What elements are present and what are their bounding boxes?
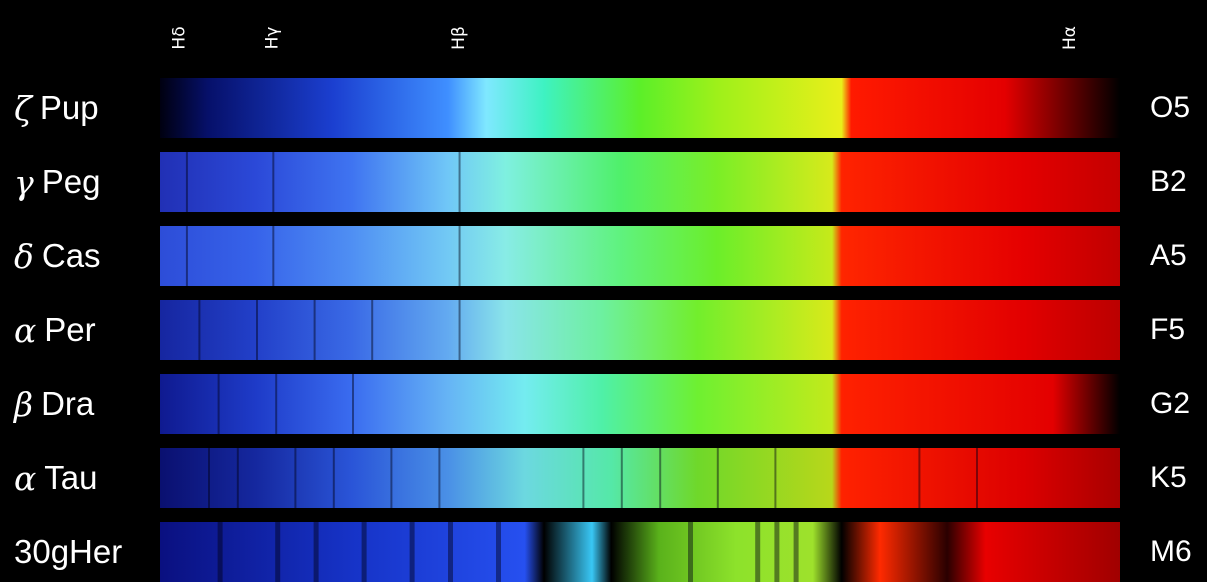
spectrum-strip (160, 300, 1120, 360)
spectral-class: K5 (1150, 461, 1187, 494)
spectrum-band (160, 152, 1120, 212)
absorption-line (448, 522, 453, 582)
absorption-line (620, 448, 623, 508)
spectrum-band (160, 78, 1120, 138)
star-constellation: Peg (41, 163, 101, 200)
absorption-line (458, 300, 461, 360)
absorption-line (217, 374, 220, 434)
absorption-line (256, 300, 258, 360)
spectrum-strip (160, 226, 1120, 286)
spectral-class: O5 (1150, 91, 1191, 124)
star-name: α Per (14, 300, 164, 360)
absorption-line (313, 522, 319, 582)
spectral-class: B2 (1150, 165, 1187, 198)
absorption-line (272, 226, 275, 286)
star-name: 30gHer (14, 522, 164, 582)
spectral-class: G2 (1150, 387, 1191, 420)
line-label-hgamma: Hγ (262, 26, 283, 50)
star-constellation: Tau (44, 459, 98, 496)
absorption-line (272, 152, 275, 212)
star-greek-letter: γ (14, 162, 34, 202)
star-name: β Dra (14, 374, 164, 434)
absorption-line (688, 522, 693, 582)
star-name: γ Peg (14, 152, 164, 212)
absorption-line (918, 448, 921, 508)
absorption-line (774, 522, 780, 582)
line-label-halpha: Hα (1060, 26, 1081, 50)
absorption-line (755, 522, 761, 582)
absorption-line (185, 152, 188, 212)
star-constellation: Dra (41, 385, 95, 422)
absorption-line (275, 522, 281, 582)
star-constellation: Pup (39, 89, 99, 126)
star-name: α Tau (14, 448, 164, 508)
absorption-line (361, 522, 367, 582)
absorption-line (275, 374, 278, 434)
spectrum-strip (160, 448, 1120, 508)
absorption-line (352, 374, 354, 434)
absorption-line (236, 448, 239, 508)
absorption-line (582, 448, 585, 508)
star-name: ζ Pup (14, 78, 164, 138)
absorption-line (294, 448, 297, 508)
absorption-line (390, 448, 393, 508)
spectrum-strip (160, 522, 1120, 582)
line-label-hbeta: Hβ (448, 26, 469, 50)
spectrum-strip (160, 374, 1120, 434)
absorption-line (458, 226, 461, 286)
absorption-line (371, 300, 374, 360)
star-constellation: Per (44, 311, 96, 348)
absorption-line (976, 448, 978, 508)
star-greek-letter: α (14, 310, 37, 350)
star-name: δ Cas (14, 226, 164, 286)
line-label-hdelta: Hδ (169, 26, 190, 50)
absorption-line (332, 448, 335, 508)
absorption-line (198, 300, 201, 360)
spectrum-band (160, 374, 1120, 434)
absorption-line (774, 448, 777, 508)
absorption-line (313, 300, 316, 360)
spectrum-strip (160, 78, 1120, 138)
absorption-line (458, 152, 461, 212)
absorption-line (716, 448, 719, 508)
absorption-line (438, 448, 441, 508)
absorption-line (496, 522, 501, 582)
spectrum-band (160, 226, 1120, 286)
spectral-class: F5 (1150, 313, 1186, 346)
spectral-class: A5 (1150, 239, 1187, 272)
spectrum-band (160, 522, 1120, 582)
absorption-line (659, 448, 662, 508)
star-greek-letter: ζ (14, 88, 32, 128)
spectrum-band (160, 300, 1120, 360)
absorption-line (217, 522, 223, 582)
absorption-line (409, 522, 415, 582)
spectrum-strip (160, 152, 1120, 212)
absorption-line (208, 448, 210, 508)
spectrum-band (160, 448, 1120, 508)
spectral-class: M6 (1150, 535, 1192, 568)
absorption-line (793, 522, 799, 582)
star-constellation: Cas (41, 237, 101, 274)
star-constellation: 30gHer (14, 533, 123, 570)
absorption-line (185, 226, 188, 286)
star-greek-letter: β (14, 384, 34, 424)
hydrogen-line-labels: Hδ Hγ Hβ Hα (0, 0, 1207, 70)
star-greek-letter: α (14, 458, 37, 498)
star-greek-letter: δ (14, 236, 34, 276)
